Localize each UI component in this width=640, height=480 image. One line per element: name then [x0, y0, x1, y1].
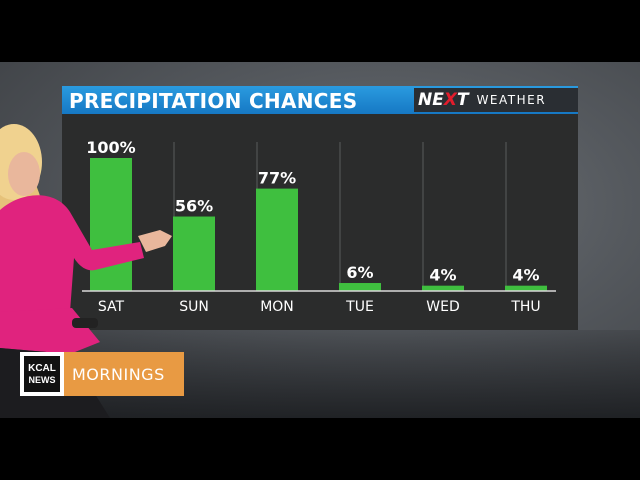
- tick-label-wed: WED: [426, 299, 459, 315]
- station-line2: NEWS: [28, 374, 56, 385]
- bar-tue: [339, 283, 381, 291]
- chart-panel: [62, 86, 578, 330]
- logo-next-suffix: T: [456, 90, 469, 110]
- tick-label-sat: SAT: [98, 299, 125, 315]
- station-line1: KCAL: [28, 362, 56, 374]
- next-weather-logo: NEXT WEATHER: [414, 88, 578, 112]
- data-label-sat: 100%: [86, 138, 135, 157]
- bar-wed: [422, 285, 464, 291]
- data-label-mon: 77%: [258, 169, 296, 188]
- data-label-sun: 56%: [175, 197, 213, 216]
- data-label-thu: 4%: [512, 266, 539, 285]
- letterbox-bottom: [0, 418, 640, 480]
- lower-third: KCAL NEWS MORNINGS: [20, 352, 184, 396]
- kcal-news-badge: KCAL NEWS: [24, 356, 60, 392]
- letterbox-top: [0, 0, 640, 62]
- bar-thu: [505, 285, 547, 291]
- next-logo-wordmark: NEXT: [418, 90, 469, 110]
- show-name-bar: MORNINGS: [64, 352, 184, 396]
- logo-next-prefix: NE: [418, 90, 444, 110]
- tick-label-sun: SUN: [179, 299, 209, 315]
- precipitation-bar-chart: 100% SAT 56% SUN 77% MON 6% TUE 4% WED 4% THU: [82, 138, 556, 315]
- chart-title: PRECIPITATION CHANCES: [69, 89, 358, 113]
- tick-label-mon: MON: [260, 299, 294, 315]
- logo-next-x: X: [443, 90, 457, 110]
- bar-mon: [256, 188, 298, 291]
- data-label-tue: 6%: [346, 263, 373, 282]
- show-name: MORNINGS: [72, 364, 165, 384]
- kcal-news-logo: KCAL NEWS: [20, 352, 64, 396]
- data-label-wed: 4%: [429, 266, 456, 285]
- tick-label-thu: THU: [510, 299, 540, 315]
- logo-weather-text: WEATHER: [476, 93, 547, 107]
- bar-sun: [173, 216, 215, 291]
- tick-label-tue: TUE: [345, 299, 374, 315]
